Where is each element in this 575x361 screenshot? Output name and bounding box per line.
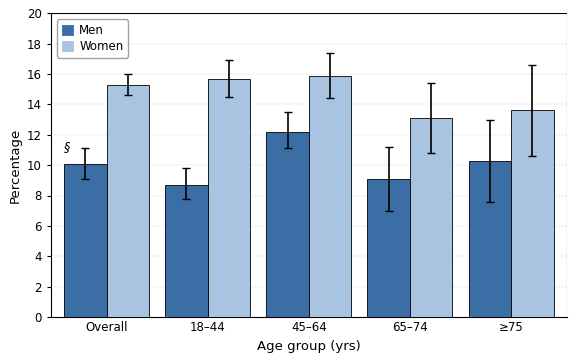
Text: §: § bbox=[64, 140, 70, 153]
Bar bbox=[266, 132, 309, 317]
Bar bbox=[410, 118, 453, 317]
Bar bbox=[511, 110, 554, 317]
X-axis label: Age group (yrs): Age group (yrs) bbox=[257, 340, 361, 353]
Legend: Men, Women: Men, Women bbox=[57, 19, 128, 58]
Bar bbox=[367, 179, 410, 317]
Bar bbox=[309, 75, 351, 317]
Bar bbox=[106, 85, 149, 317]
Y-axis label: Percentage: Percentage bbox=[8, 127, 21, 203]
Bar bbox=[64, 164, 106, 317]
Bar bbox=[165, 185, 208, 317]
Bar bbox=[469, 161, 511, 317]
Bar bbox=[208, 79, 250, 317]
